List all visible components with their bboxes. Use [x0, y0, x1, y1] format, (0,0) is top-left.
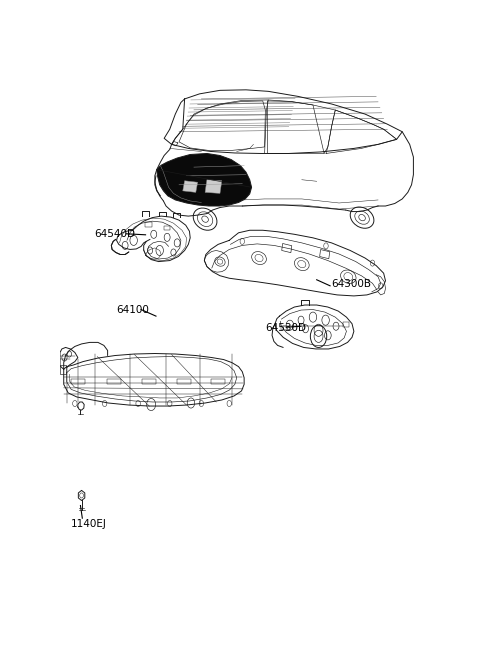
Polygon shape	[183, 181, 198, 192]
Text: 64300B: 64300B	[332, 279, 372, 289]
Bar	[107, 379, 120, 384]
Bar	[281, 326, 287, 330]
Polygon shape	[156, 154, 252, 206]
Bar	[343, 322, 349, 327]
Text: 64540D: 64540D	[94, 229, 135, 239]
Bar	[71, 379, 85, 384]
Text: 64100: 64100	[117, 304, 149, 315]
Bar	[282, 243, 292, 253]
Bar	[320, 249, 330, 258]
Text: 64530D: 64530D	[266, 323, 307, 333]
Bar	[145, 222, 152, 227]
Polygon shape	[205, 180, 222, 194]
Text: 1140EJ: 1140EJ	[71, 520, 106, 529]
Bar	[164, 226, 170, 230]
Bar	[211, 379, 225, 384]
Bar	[177, 379, 192, 384]
Bar	[60, 365, 66, 374]
Bar	[142, 379, 156, 384]
